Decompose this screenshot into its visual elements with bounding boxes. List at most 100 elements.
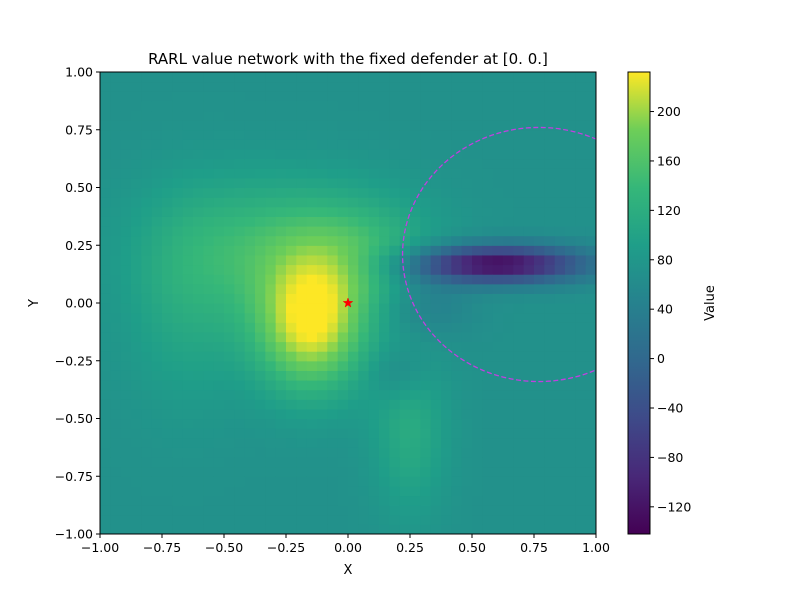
heatmap-cell	[482, 264, 494, 275]
heatmap-cell	[141, 341, 153, 352]
heatmap-cell	[193, 120, 204, 131]
heatmap-cell	[255, 303, 266, 314]
heatmap-cell	[389, 476, 401, 487]
heatmap-cell	[358, 476, 370, 487]
heatmap-cell	[296, 254, 308, 266]
heatmap-cell	[275, 129, 287, 140]
heatmap-cell	[162, 428, 173, 439]
heatmap-cell	[544, 91, 556, 102]
heatmap-cell	[534, 524, 545, 534]
heatmap-cell	[554, 447, 566, 458]
heatmap-cell	[182, 197, 194, 208]
heatmap-cell	[575, 245, 587, 256]
heatmap-cell	[203, 389, 215, 400]
heatmap-cell	[193, 466, 204, 477]
heatmap-cell	[255, 245, 266, 256]
heatmap-cell	[513, 293, 525, 304]
heatmap-cell	[503, 274, 514, 285]
heatmap-cell	[172, 524, 184, 534]
heatmap-cell	[554, 331, 566, 343]
heatmap-cell	[410, 408, 421, 420]
heatmap-cell	[172, 158, 184, 169]
heatmap-cell	[492, 505, 504, 516]
heatmap-cell	[544, 139, 556, 150]
heatmap-cell	[141, 187, 153, 198]
heatmap-cell	[141, 370, 153, 381]
heatmap-cell	[503, 495, 514, 506]
heatmap-cell	[389, 283, 401, 294]
heatmap-cell	[523, 466, 535, 477]
heatmap-cell	[141, 505, 153, 516]
heatmap-cell	[585, 81, 596, 92]
heatmap-cell	[492, 437, 504, 448]
heatmap-cell	[379, 187, 390, 198]
y-tick-label: 0.00	[65, 296, 93, 311]
heatmap-cell	[275, 312, 287, 323]
heatmap-cell	[430, 168, 442, 179]
heatmap-cell	[306, 408, 318, 420]
heatmap-cell	[430, 110, 442, 121]
heatmap-cell	[575, 380, 587, 391]
heatmap-cell	[554, 110, 566, 121]
heatmap-cell	[327, 485, 339, 497]
heatmap-cell	[368, 331, 380, 343]
heatmap-cell	[430, 466, 442, 477]
heatmap-cell	[492, 514, 504, 525]
heatmap-cell	[420, 264, 432, 275]
heatmap-cell	[110, 197, 122, 208]
heatmap-cell	[379, 380, 390, 391]
heatmap-cell	[420, 389, 432, 400]
heatmap-cell	[172, 216, 184, 227]
heatmap-cell	[441, 226, 452, 237]
circle-overlay-layer	[342, 126, 596, 383]
heatmap-cell	[389, 110, 401, 121]
heatmap-cell	[265, 476, 277, 487]
heatmap-cell	[286, 495, 297, 506]
heatmap-cell	[523, 399, 535, 410]
heatmap-cell	[420, 72, 432, 83]
heatmap-cell	[472, 187, 483, 198]
heatmap-cell	[451, 274, 463, 285]
heatmap-cell	[410, 476, 421, 487]
heatmap-cell	[534, 149, 545, 160]
heatmap-cell	[317, 399, 328, 410]
heatmap-cell	[234, 129, 246, 140]
heatmap-cell	[234, 351, 246, 362]
heatmap-cell	[503, 177, 514, 189]
heatmap-cell	[224, 408, 235, 420]
heatmap-cell	[172, 408, 184, 420]
heatmap-cell	[482, 206, 494, 217]
heatmap-cell	[554, 505, 566, 516]
heatmap-cell	[141, 524, 153, 534]
heatmap-cell	[513, 129, 525, 140]
heatmap-cell	[368, 100, 380, 112]
heatmap-cell	[399, 177, 411, 189]
heatmap-cell	[420, 226, 432, 237]
heatmap-cell	[544, 216, 556, 227]
heatmap-cell	[337, 158, 349, 169]
heatmap-cell	[193, 149, 204, 160]
heatmap-cell	[461, 139, 473, 150]
heatmap-cell	[317, 72, 328, 83]
heatmap-cell	[523, 331, 535, 343]
heatmap-cell	[565, 129, 576, 140]
heatmap-cell	[193, 303, 204, 314]
heatmap-cell	[213, 177, 225, 189]
heatmap-cell	[379, 341, 390, 352]
heatmap-cell	[348, 437, 359, 448]
heatmap-cell	[482, 254, 494, 266]
heatmap-cell	[244, 158, 256, 169]
heatmap-cell	[410, 303, 421, 314]
heatmap-cell	[565, 254, 576, 266]
heatmap-cell	[337, 149, 349, 160]
heatmap-cell	[523, 100, 535, 112]
heatmap-cell	[296, 351, 308, 362]
heatmap-cell	[575, 226, 587, 237]
heatmap-cell	[410, 331, 421, 343]
heatmap-cell	[151, 245, 163, 256]
y-tick-label: 0.75	[65, 122, 93, 137]
heatmap-cell	[554, 226, 566, 237]
heatmap-cell	[399, 216, 411, 227]
heatmap-cell	[244, 129, 256, 140]
heatmap-cell	[379, 283, 390, 294]
